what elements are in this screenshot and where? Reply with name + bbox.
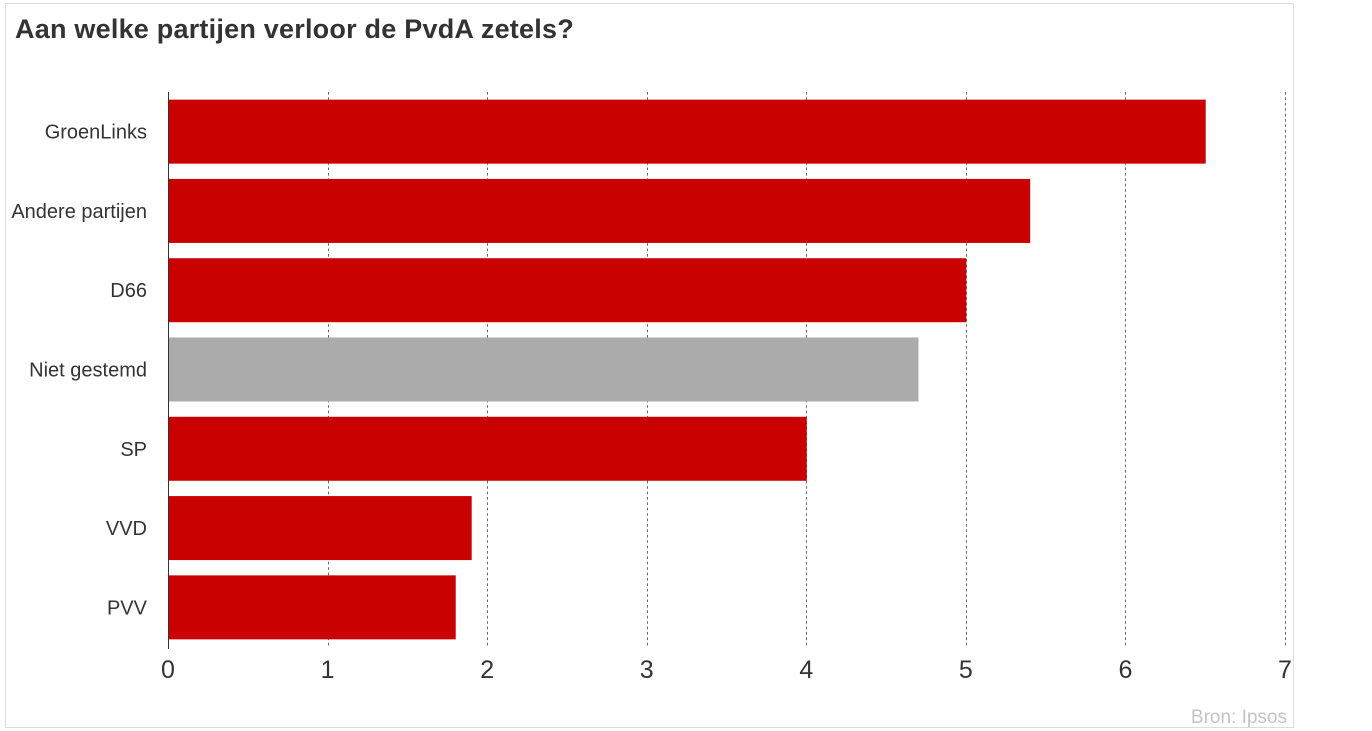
category-label-sp: SP	[120, 439, 147, 461]
category-label-vvd: VVD	[106, 518, 147, 540]
chart-card: Aan welke partijen verloor de PvdA zetel…	[5, 3, 1294, 728]
category-label-d66: D66	[110, 280, 147, 302]
tick-label-6: 6	[1118, 656, 1132, 684]
bar-groenlinks[interactable]	[168, 99, 1206, 164]
category-label-niet-gestemd: Niet gestemd	[29, 360, 147, 382]
tick-label-2: 2	[480, 656, 494, 684]
bar-chart-plot: GroenLinks Andere partijen D66 Niet gestemd…	[11, 92, 1292, 684]
bar-vvd[interactable]	[168, 496, 472, 561]
tick-label-1: 1	[321, 656, 335, 684]
bar-pvv[interactable]	[168, 575, 456, 640]
chart-title: Aan welke partijen verloor de PvdA zetel…	[15, 14, 574, 44]
tick-label-0: 0	[161, 656, 175, 684]
category-label-groenlinks: GroenLinks	[45, 122, 147, 144]
chart-source-credit: Bron: Ipsos	[1190, 707, 1287, 728]
bar-andere-partijen[interactable]	[168, 178, 1031, 243]
tick-label-3: 3	[640, 656, 654, 684]
bar-niet-gestemd[interactable]	[168, 337, 919, 402]
category-label-pvv: PVV	[107, 597, 148, 619]
tick-label-5: 5	[959, 656, 973, 684]
tick-label-7: 7	[1278, 656, 1292, 684]
tick-label-4: 4	[799, 656, 813, 684]
bar-sp[interactable]	[168, 416, 807, 481]
bar-d66[interactable]	[168, 258, 967, 323]
category-label-andere-partijen: Andere partijen	[11, 201, 147, 223]
